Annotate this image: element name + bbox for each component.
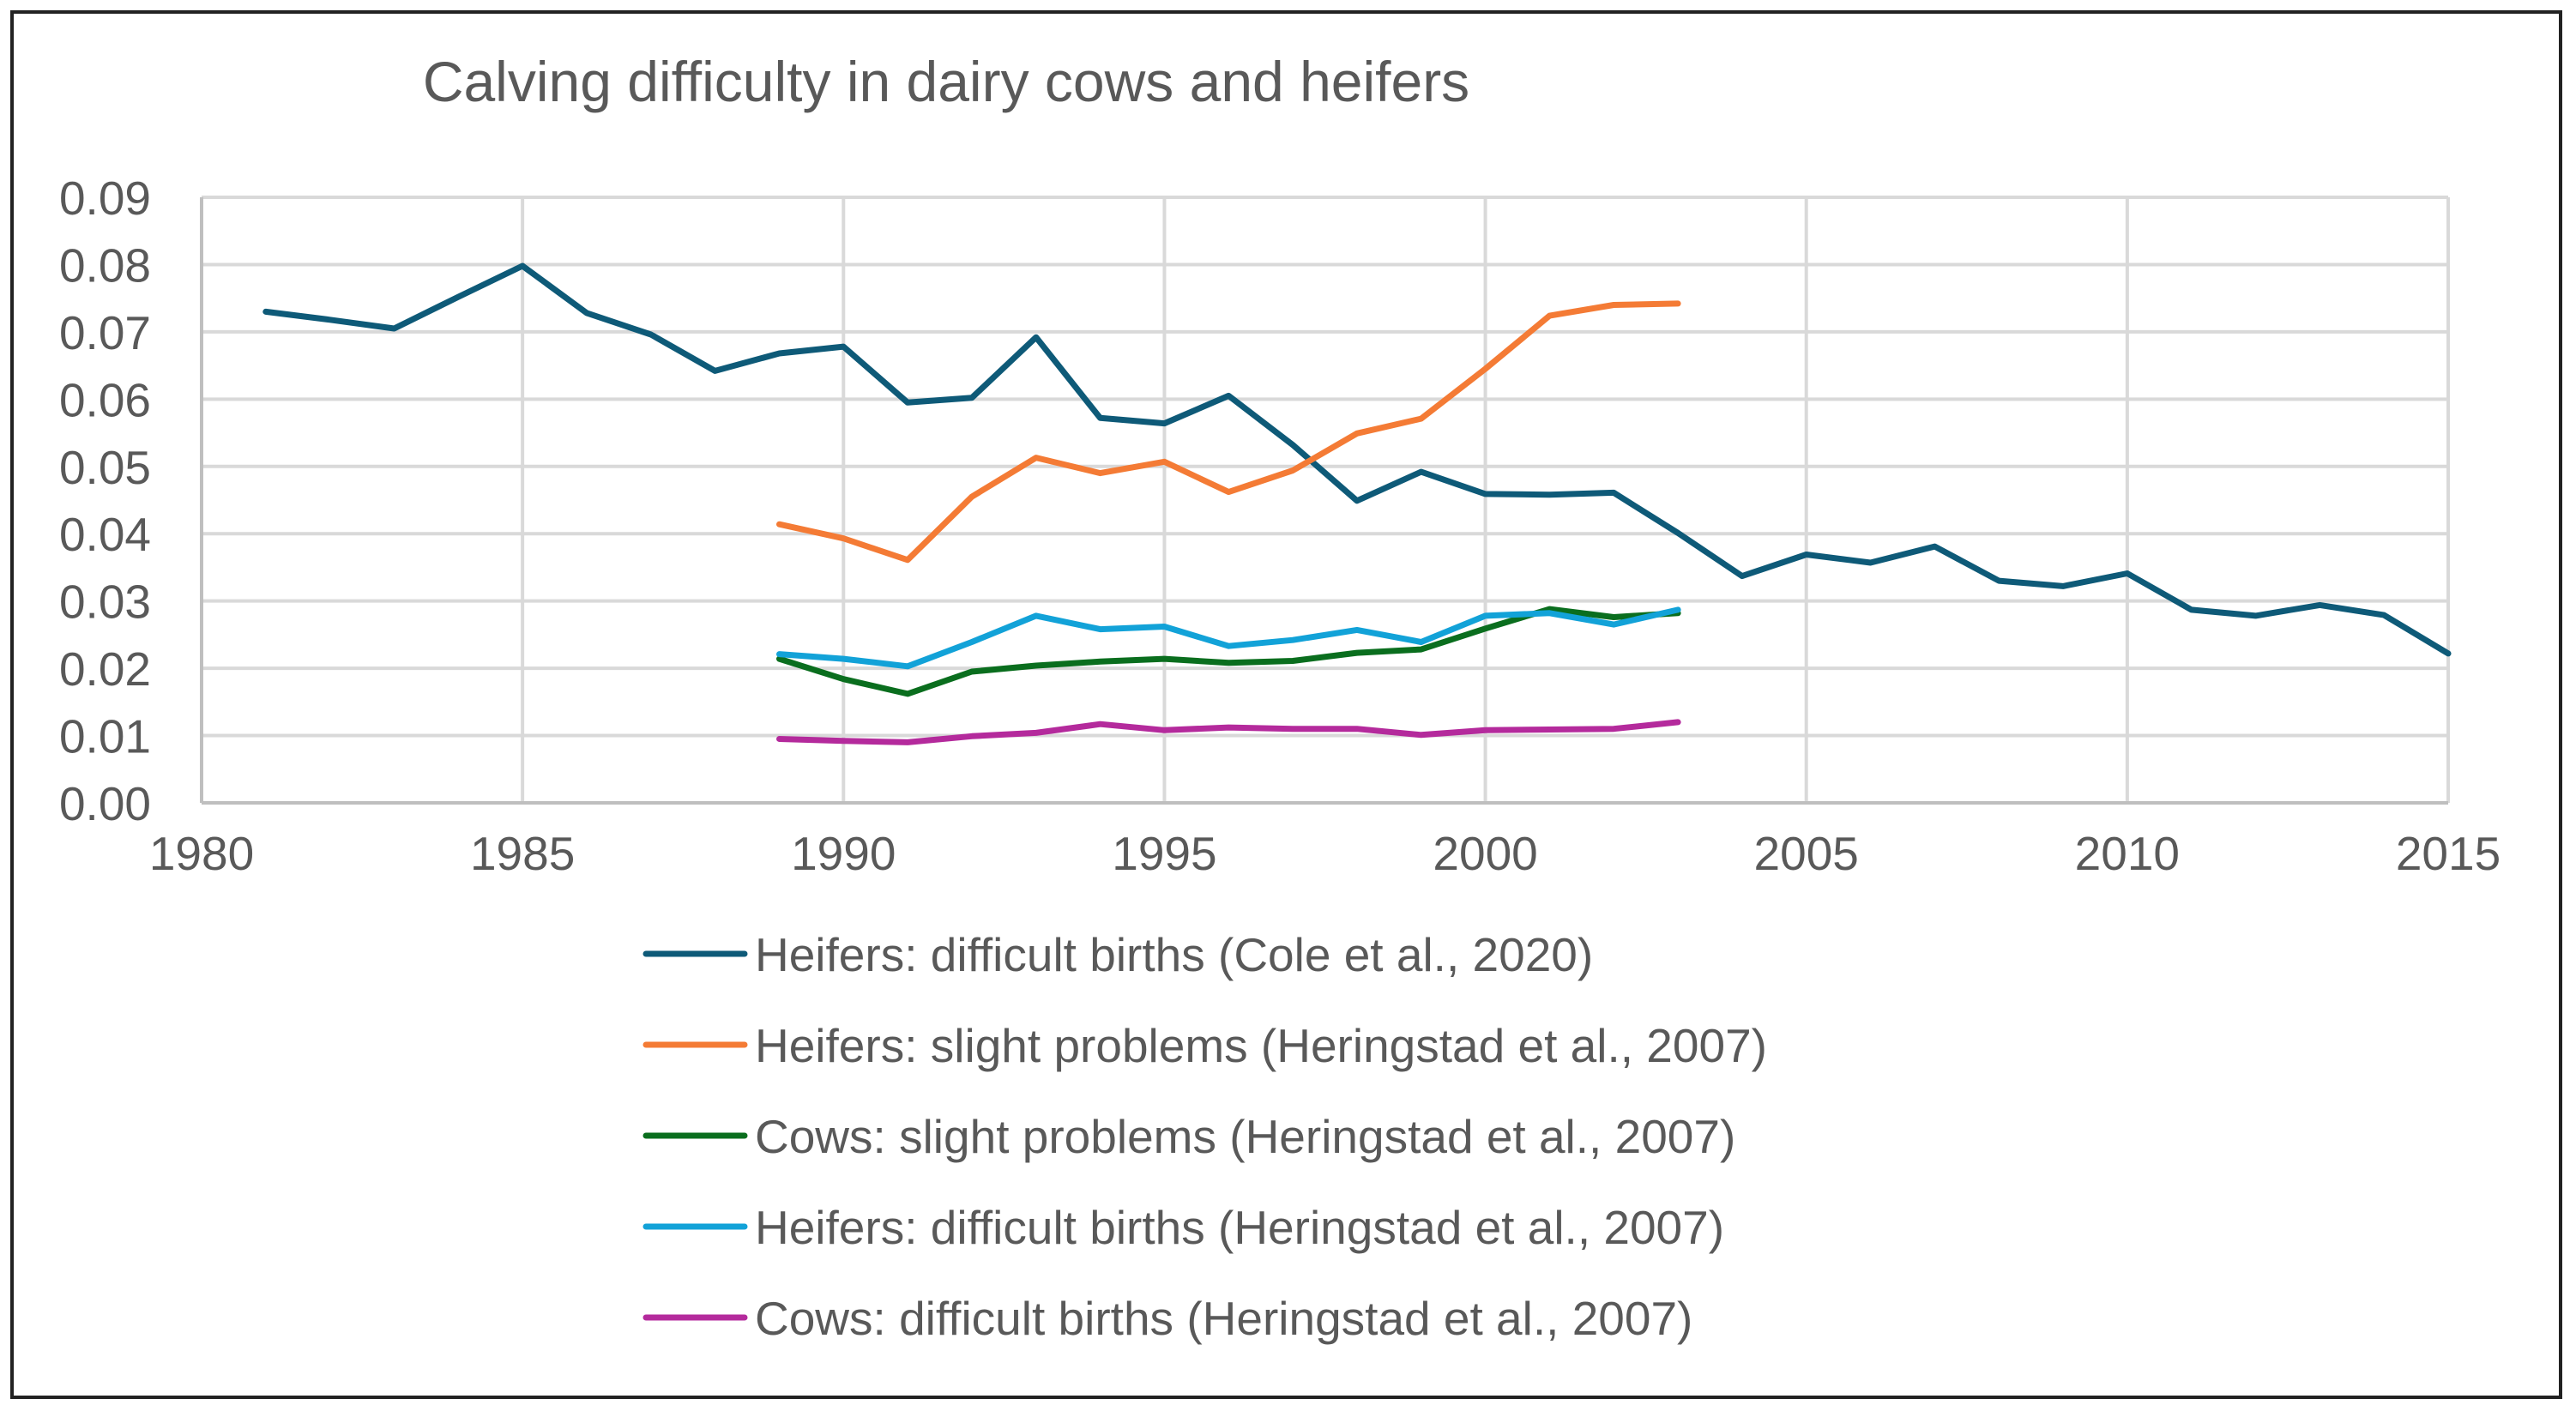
y-tick-label: 0.04: [59, 508, 151, 561]
y-tick-label: 0.09: [59, 172, 151, 225]
series-line-5: [776, 719, 1681, 745]
legend-label: Cows: difficult births (Heringstad et al…: [755, 1292, 1692, 1345]
chart-frame: Calving difficulty in dairy cows and hei…: [10, 10, 2562, 1399]
legend-label: Heifers: difficult births (Heringstad et…: [755, 1201, 1724, 1254]
chart-title: Calving difficulty in dairy cows and hei…: [423, 50, 1469, 113]
x-tick-label: 1980: [149, 827, 254, 880]
line-chart: Calving difficulty in dairy cows and hei…: [59, 50, 2501, 1345]
legend-label: Heifers: slight problems (Heringstad et …: [755, 1019, 1767, 1072]
series-layer: [262, 262, 2452, 745]
x-tick-label: 1985: [470, 827, 575, 880]
y-tick-label: 0.05: [59, 441, 151, 494]
y-tick-label: 0.03: [59, 576, 151, 629]
series-line-1: [262, 262, 2452, 657]
x-tick-label: 2005: [1754, 827, 1859, 880]
y-tick-label: 0.01: [59, 710, 151, 763]
series-line-2: [776, 300, 1681, 564]
axis-layer: 0.00 0.01 0.02 0.03 0.04 0.05 0.06 0.07 0.08 0.09…: [59, 172, 2501, 880]
legend-label: Cows: slight problems (Heringstad et al.…: [755, 1110, 1735, 1163]
x-tick-label: 2010: [2075, 827, 2180, 880]
y-tick-label: 0.07: [59, 306, 151, 359]
y-tick-label: 0.06: [59, 373, 151, 426]
y-tick-label: 0.08: [59, 238, 151, 292]
series-line-3: [776, 606, 1681, 697]
y-tick-label: 0.02: [59, 642, 151, 696]
x-tick-label: 2000: [1433, 827, 1537, 880]
legend-label: Heifers: difficult births (Cole et al., …: [755, 928, 1593, 981]
x-tick-label: 2015: [2396, 827, 2501, 880]
series-line-4: [776, 606, 1681, 670]
x-tick-label: 1995: [1112, 827, 1216, 880]
legend: Heifers: difficult births (Cole et al., …: [642, 928, 1767, 1345]
grid-layer: [202, 196, 2450, 803]
x-tick-label: 1990: [791, 827, 896, 880]
y-tick-label: 0.00: [59, 777, 151, 830]
